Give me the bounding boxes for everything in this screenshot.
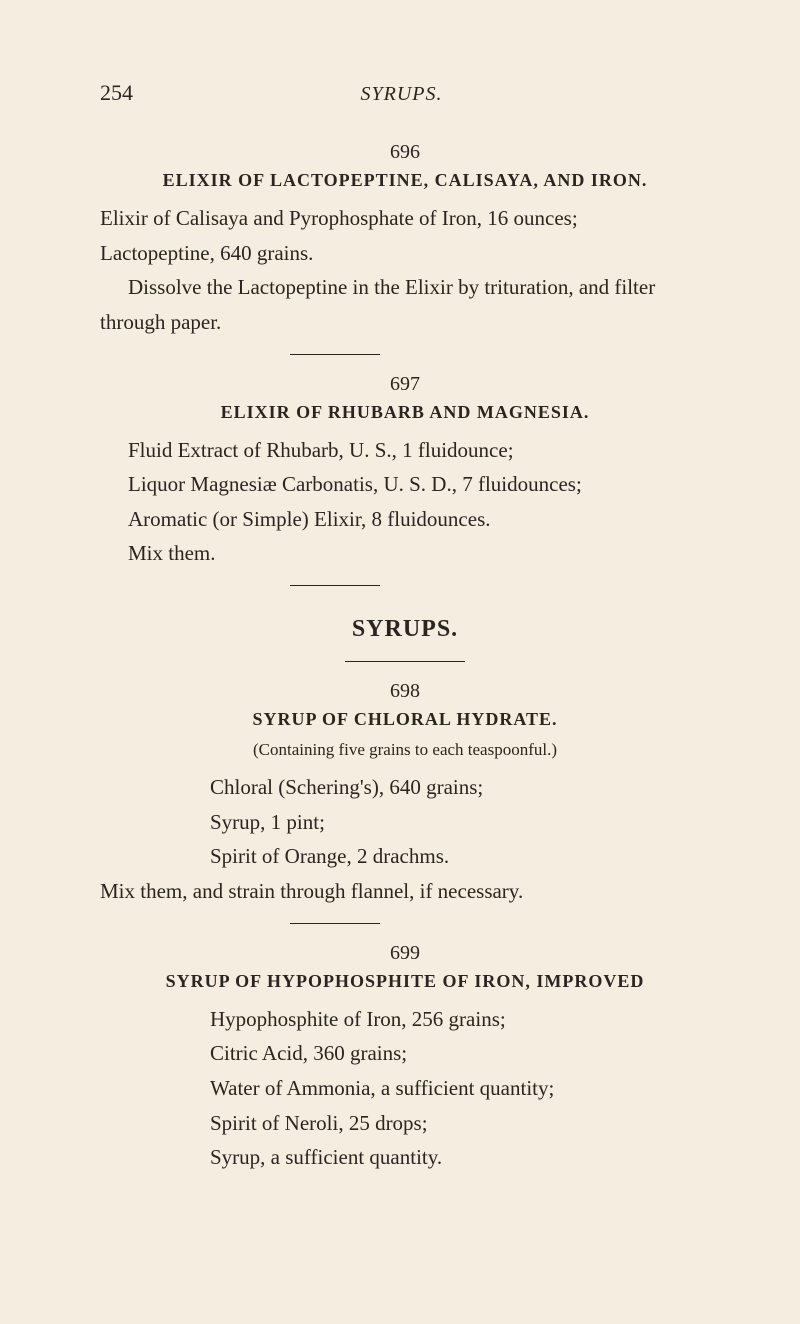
entry-title-698: SYRUP OF CHLORAL HYDRATE. (100, 709, 710, 730)
ingredient-line: Liquor Magnesiæ Carbonatis, U. S. D., 7 … (100, 467, 710, 502)
ingredient-line: Syrup, a sufficient quantity. (100, 1140, 710, 1175)
ingredient-line: Aromatic (or Simple) Elixir, 8 fluidounc… (100, 502, 710, 537)
ingredient-line: Hypophosphite of Iron, 256 grains; (100, 1002, 710, 1037)
ingredient-line: Elixir of Calisaya and Pyrophosphate of … (100, 201, 710, 236)
entry-number-698: 698 (100, 680, 710, 703)
page-header: 254 SYRUPS. (100, 80, 710, 106)
instruction-text: Mix them, and strain through flannel, if… (100, 874, 710, 909)
page-number: 254 (100, 80, 133, 106)
ingredient-line: Mix them. (100, 536, 710, 571)
ingredient-line: Lactopeptine, 640 grains. (100, 236, 710, 271)
ingredient-line: Syrup, 1 pint; (100, 805, 710, 840)
section-heading: SYRUPS. (100, 616, 710, 643)
entry-subtitle-698: (Containing five grains to each teaspoon… (100, 740, 710, 760)
entry-title-697: ELIXIR OF RHUBARB AND MAGNESIA. (100, 402, 710, 423)
running-head: SYRUPS. (133, 83, 670, 106)
divider-rule (290, 585, 380, 586)
divider-rule (290, 354, 380, 355)
ingredient-line: Citric Acid, 360 grains; (100, 1036, 710, 1071)
ingredient-line: Spirit of Neroli, 25 drops; (100, 1106, 710, 1141)
divider-rule (290, 923, 380, 924)
entry-number-696: 696 (100, 141, 710, 164)
entry-title-696: ELIXIR OF LACTOPEPTINE, CALISAYA, AND IR… (100, 170, 710, 191)
ingredient-line: Water of Ammonia, a sufficient quantity; (100, 1071, 710, 1106)
entry-title-699: SYRUP OF HYPOPHOSPHITE OF IRON, IMPROVED (100, 971, 710, 992)
ingredient-line: Fluid Extract of Rhubarb, U. S., 1 fluid… (100, 433, 710, 468)
ingredient-line: Chloral (Schering's), 640 grains; (100, 770, 710, 805)
ingredient-line: Spirit of Orange, 2 drachms. (100, 839, 710, 874)
section-rule (345, 661, 465, 662)
instruction-text: Dissolve the Lactopeptine in the Elixir … (100, 270, 710, 339)
entry-number-697: 697 (100, 373, 710, 396)
entry-number-699: 699 (100, 942, 710, 965)
